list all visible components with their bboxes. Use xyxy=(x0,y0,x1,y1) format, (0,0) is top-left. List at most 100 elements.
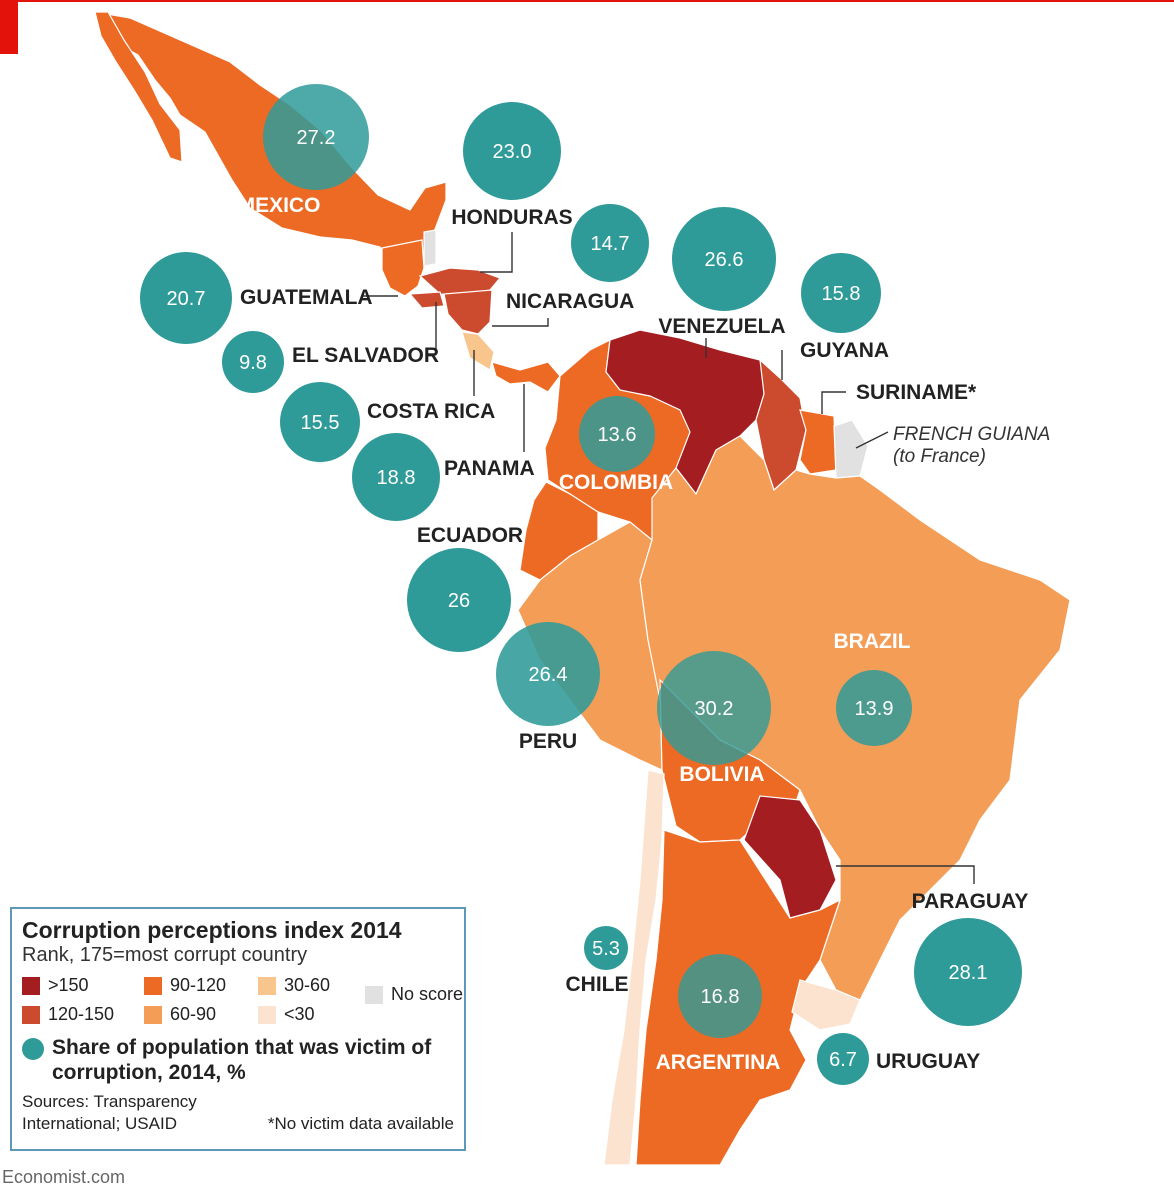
bubble-brazil xyxy=(836,670,912,746)
bubble-paraguay xyxy=(914,918,1022,1026)
legend-swatches: >150 90-120 30-60 120-150 60-90 <30 xyxy=(22,975,454,1025)
swatch-grey xyxy=(365,985,383,1004)
value-uruguay: 6.7 xyxy=(829,1049,857,1071)
value-guatemala: 20.7 xyxy=(167,288,206,310)
value-nicaragua: 14.7 xyxy=(591,233,630,255)
label-honduras: HONDURAS xyxy=(451,206,572,229)
bubble-guyana xyxy=(801,253,881,333)
brand-footer: Economist.com xyxy=(2,1167,126,1187)
value-el-salvador: 9.8 xyxy=(239,352,267,374)
legend-item-label: No score xyxy=(391,984,464,1004)
country-nicaragua[interactable] xyxy=(443,289,493,335)
bubble-venezuela xyxy=(672,207,776,311)
legend-item-no-score: No score xyxy=(365,984,463,1005)
leader-french-guiana xyxy=(855,431,889,449)
label-brazil: BRAZIL xyxy=(834,630,911,653)
bubble-panama xyxy=(352,433,440,521)
swatch-pale xyxy=(258,1005,276,1024)
legend-item-gt150: >150 xyxy=(22,975,144,996)
label-panama: PANAMA xyxy=(444,457,535,480)
swatch-orange xyxy=(144,976,162,995)
bubble-costa-rica xyxy=(280,382,360,462)
brand-red-tag xyxy=(0,0,18,54)
leader-nicaragua xyxy=(492,318,549,327)
legend-item-120-150: 120-150 xyxy=(22,1004,144,1025)
baja-california xyxy=(94,11,183,163)
value-paraguay: 28.1 xyxy=(949,962,988,984)
label-el-salvador: EL SALVADOR xyxy=(292,344,439,367)
label-paraguay: PARAGUAY xyxy=(912,890,1029,913)
bubble-uruguay xyxy=(817,1033,869,1085)
bubble-peru xyxy=(496,622,600,726)
legend-item-label: <30 xyxy=(284,1004,315,1024)
leader-suriname xyxy=(821,391,846,414)
label-colombia: COLOMBIA xyxy=(559,471,673,494)
legend-item-label: 30-60 xyxy=(284,975,331,995)
label-guyana: GUYANA xyxy=(800,339,889,362)
bubble-argentina xyxy=(678,954,762,1038)
sources-text: Sources: Transparency International; USA… xyxy=(22,1092,197,1133)
legend-bubble-key: Share of population that was victim of c… xyxy=(22,1035,454,1085)
value-mexico: 27.2 xyxy=(297,127,336,149)
bubbles xyxy=(140,84,1022,1085)
country-suriname[interactable] xyxy=(799,409,837,475)
country-french-guiana[interactable] xyxy=(833,419,869,479)
leader-el-salvador xyxy=(428,302,437,355)
legend-subtitle: Rank, 175=most corrupt country xyxy=(22,944,308,966)
swatch-light-orange xyxy=(258,976,276,995)
country-belize[interactable] xyxy=(423,229,437,267)
value-colombia: 13.6 xyxy=(598,424,637,446)
legend-item-30-60: 30-60 xyxy=(258,975,378,996)
label-ecuador: ECUADOR xyxy=(417,524,523,547)
country-el-salvador[interactable] xyxy=(408,291,445,309)
leader-honduras xyxy=(480,232,513,273)
label-suriname: SURINAME* xyxy=(856,381,977,404)
label-mexico: MEXICO xyxy=(238,194,321,217)
bubble-honduras xyxy=(463,102,561,200)
label-nicaragua: NICARAGUA xyxy=(506,290,634,313)
footnote-text: *No victim data available xyxy=(267,1114,454,1133)
label-bolivia: BOLIVIA xyxy=(679,763,764,786)
value-panama: 18.8 xyxy=(377,467,416,489)
bubble-colombia xyxy=(579,396,655,472)
legend-item-90-120: 90-120 xyxy=(144,975,258,996)
label-costa-rica: COSTA RICA xyxy=(367,400,495,423)
label-french-guiana-note: (to France) xyxy=(893,446,986,467)
bubble-nicaragua xyxy=(571,204,649,282)
bubble-key-label: Share of population that was victim of c… xyxy=(52,1036,432,1084)
value-bolivia: 30.2 xyxy=(695,698,734,720)
value-brazil: 13.9 xyxy=(855,698,894,720)
legend-item-label: 120-150 xyxy=(48,1004,115,1024)
country-chile[interactable] xyxy=(603,769,665,1166)
bubble-mexico xyxy=(263,84,369,190)
country-panama[interactable] xyxy=(491,361,561,393)
label-argentina: ARGENTINA xyxy=(656,1051,781,1074)
legend-box: Corruption perceptions index 2014 Rank, … xyxy=(10,907,466,1151)
legend-sources: Sources: Transparency International; USA… xyxy=(22,1091,454,1135)
leader-paraguay xyxy=(836,865,975,884)
swatch-red xyxy=(22,1005,40,1024)
label-chile: CHILE xyxy=(566,973,629,996)
label-guatemala: GUATEMALA xyxy=(240,286,373,309)
bubble-key-icon xyxy=(22,1038,44,1060)
value-honduras: 23.0 xyxy=(493,141,532,163)
value-venezuela: 26.6 xyxy=(705,249,744,271)
country-costa-rica[interactable] xyxy=(461,331,495,371)
value-argentina: 16.8 xyxy=(701,986,740,1008)
swatch-mid-orange xyxy=(144,1005,162,1024)
country-guatemala[interactable] xyxy=(381,239,425,297)
label-peru: PERU xyxy=(519,730,577,753)
value-chile: 5.3 xyxy=(592,938,620,960)
legend-item-label: 90-120 xyxy=(170,975,227,995)
value-peru: 26.4 xyxy=(529,664,568,686)
bubble-ecuador xyxy=(407,548,511,652)
legend-item-label: 60-90 xyxy=(170,1004,217,1024)
swatch-dark-red xyxy=(22,976,40,995)
country-uruguay[interactable] xyxy=(791,979,861,1031)
bubble-chile xyxy=(584,926,628,970)
label-french-guiana: FRENCH GUIANA xyxy=(893,424,1050,445)
legend-item-label: >150 xyxy=(48,975,89,995)
legend-item-lt30: <30 xyxy=(258,1004,378,1025)
